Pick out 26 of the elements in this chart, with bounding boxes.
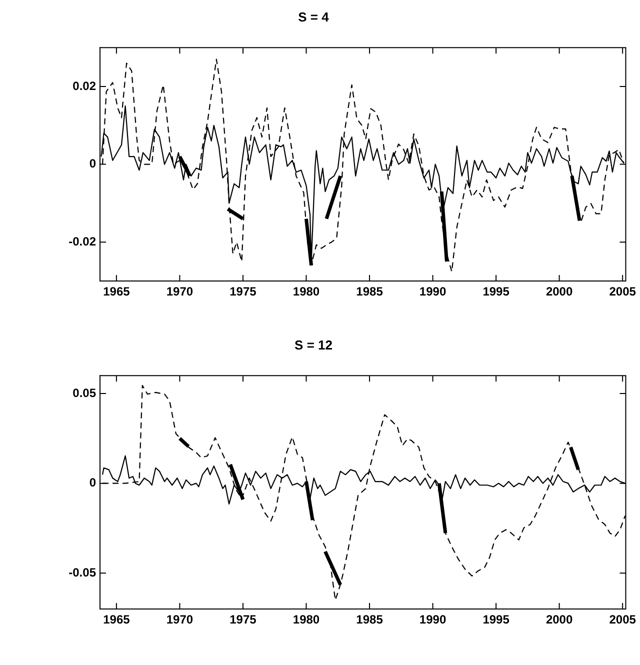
y-tick-label: 0 xyxy=(89,156,96,171)
x-tick-label: 2000 xyxy=(546,612,573,627)
x-tick-label: 1975 xyxy=(230,284,257,299)
x-tick-label: 1970 xyxy=(166,284,194,299)
x-tick-label: 1965 xyxy=(103,612,130,627)
x-tick-label: 2005 xyxy=(609,612,636,627)
x-tick-label: 1980 xyxy=(292,284,320,299)
x-tick-label: 2005 xyxy=(609,284,636,299)
y-tick-label: 0 xyxy=(89,476,96,490)
y-tick-label: -0.05 xyxy=(68,565,96,580)
x-tick-label: 1965 xyxy=(103,284,130,299)
chart-title: S = 4 xyxy=(298,9,330,24)
chart-title: S = 12 xyxy=(294,337,332,352)
x-tick-label: 1985 xyxy=(356,284,384,299)
x-tick-label: 1980 xyxy=(292,612,320,627)
y-tick-label: 0.02 xyxy=(72,78,96,93)
x-tick-label: 1995 xyxy=(482,284,510,299)
y-tick-label: -0.02 xyxy=(68,234,96,248)
x-tick-label: 1990 xyxy=(419,612,446,627)
x-tick-label: 1990 xyxy=(419,284,446,299)
x-tick-label: 1985 xyxy=(356,612,384,627)
x-tick-label: 1975 xyxy=(230,612,257,627)
x-tick-label: 1970 xyxy=(166,612,194,627)
y-tick-label: 0.05 xyxy=(72,386,96,400)
x-tick-label: 1995 xyxy=(482,612,510,627)
x-tick-label: 2000 xyxy=(546,284,573,299)
